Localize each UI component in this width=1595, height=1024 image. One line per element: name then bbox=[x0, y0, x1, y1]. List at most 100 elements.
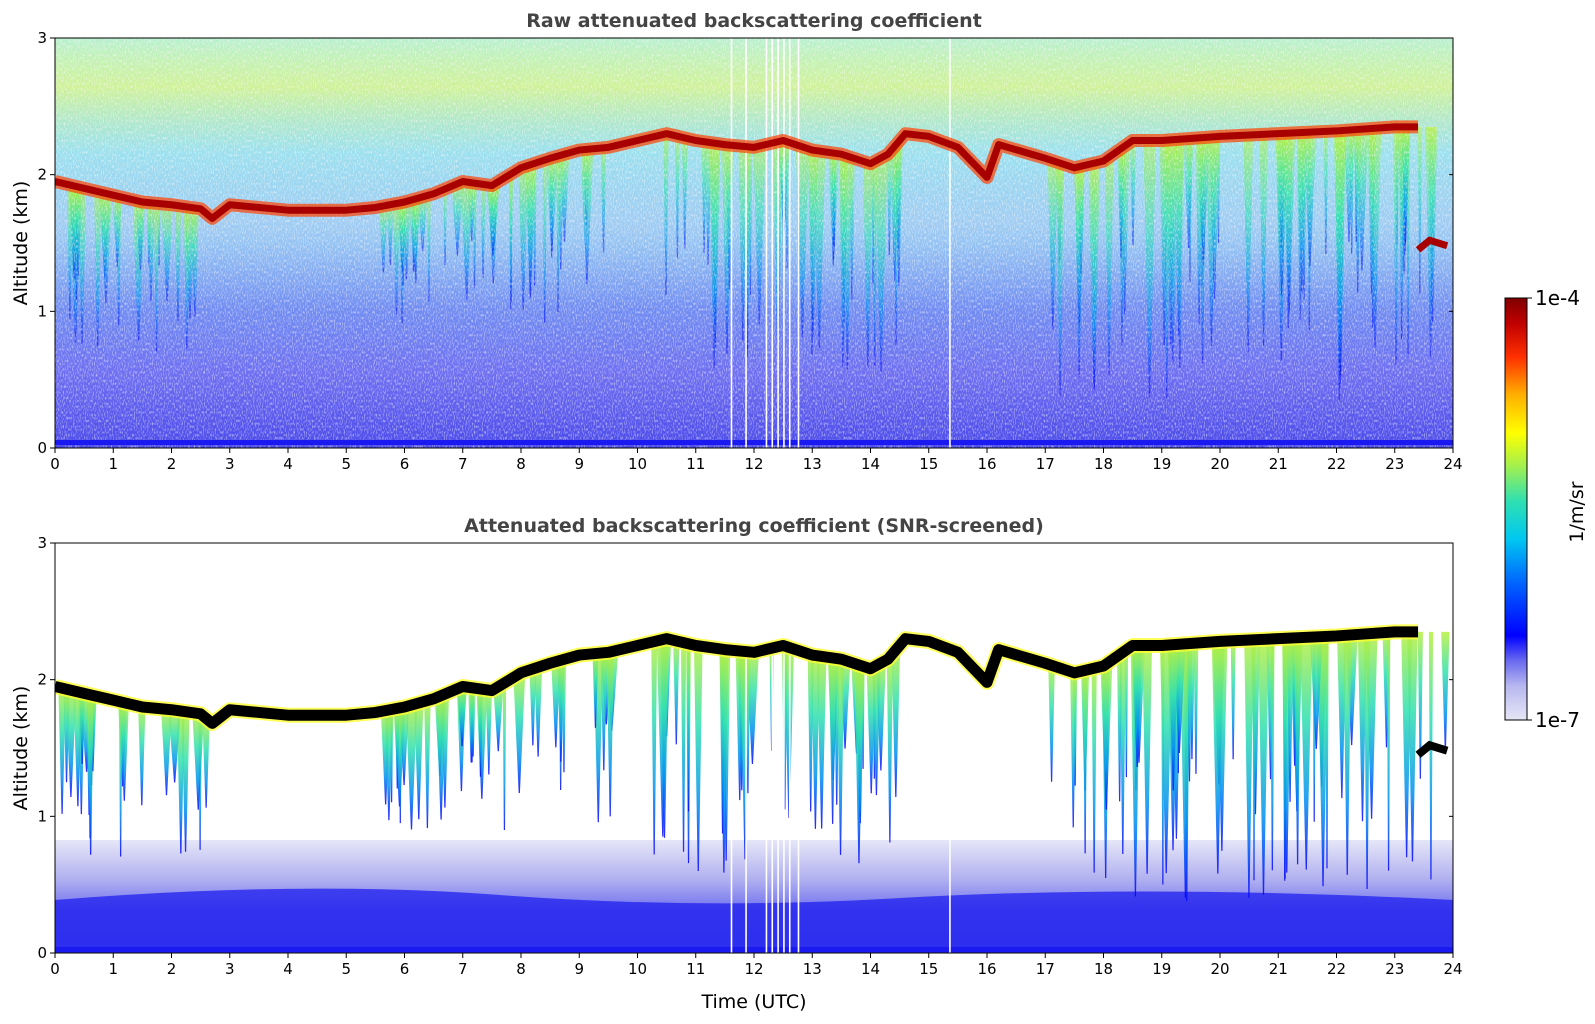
x-tick-label: 24 bbox=[1443, 455, 1462, 473]
screened-virga-group bbox=[58, 631, 1450, 902]
x-tick-label: 4 bbox=[283, 960, 293, 978]
colorbar-label: 1/m/sr bbox=[1566, 481, 1588, 542]
screened-dense-surface-signal bbox=[55, 888, 1453, 953]
x-tick-label: 16 bbox=[977, 960, 996, 978]
virga-streak bbox=[138, 706, 146, 806]
virga-streak bbox=[436, 695, 447, 820]
x-tick-label: 19 bbox=[1152, 455, 1171, 473]
x-tick-label: 3 bbox=[225, 960, 235, 978]
data-gap bbox=[783, 652, 785, 953]
virga-streak bbox=[405, 705, 418, 830]
panel-raw-title: Raw attenuated backscattering coefficien… bbox=[526, 10, 982, 32]
x-tick-label: 7 bbox=[458, 960, 468, 978]
virga-streak bbox=[1300, 637, 1313, 870]
x-tick-label: 16 bbox=[977, 455, 996, 473]
x-tick-label: 2 bbox=[167, 455, 177, 473]
virga-streak bbox=[1252, 639, 1256, 881]
y-tick-label: 2 bbox=[37, 166, 47, 184]
virga-streak bbox=[65, 690, 77, 797]
virga-streak bbox=[1216, 641, 1228, 851]
data-gap bbox=[788, 38, 791, 448]
virga-streak bbox=[192, 713, 205, 810]
x-tick-label: 1 bbox=[108, 960, 118, 978]
virga-streak bbox=[740, 651, 750, 860]
data-gap bbox=[771, 38, 774, 448]
virga-streak bbox=[395, 708, 400, 789]
virga-streak bbox=[389, 709, 394, 803]
x-tick-label: 17 bbox=[1036, 960, 1055, 978]
data-gap bbox=[765, 652, 768, 953]
data-gap bbox=[765, 38, 768, 448]
x-tick-label: 19 bbox=[1152, 960, 1171, 978]
panel-screened-x-axis: 0 1 2 3 4 5 6 7 8 9 10 11 12 13 14 15 16 17 18 19 20 21 22 23 24 bbox=[50, 953, 1463, 978]
panel-raw: Raw attenuated backscattering coefficien… bbox=[10, 10, 1463, 473]
virga-streak bbox=[1100, 664, 1113, 810]
virga-streak bbox=[810, 655, 820, 829]
x-tick-label: 12 bbox=[744, 960, 763, 978]
x-tick-label: 22 bbox=[1327, 455, 1346, 473]
panel-screened-heatmap bbox=[55, 543, 1453, 953]
data-gap bbox=[745, 652, 747, 953]
x-tick-label: 6 bbox=[400, 960, 410, 978]
colorbar: 1e-4 1e-7 1/m/sr bbox=[1504, 286, 1588, 732]
virga-streak bbox=[1343, 635, 1352, 875]
panel-screened-ylabel: Altitude (km) bbox=[10, 686, 32, 811]
virga-streak bbox=[1048, 665, 1055, 782]
raw-cloud-low-segment bbox=[1415, 236, 1449, 253]
colorbar-gradient bbox=[1504, 297, 1528, 721]
y-tick-label: 2 bbox=[37, 671, 47, 689]
virga-streak bbox=[686, 643, 690, 812]
virga-streak bbox=[58, 688, 66, 814]
virga-streak bbox=[424, 700, 431, 829]
x-tick-label: 3 bbox=[225, 455, 235, 473]
virga-streak bbox=[470, 687, 475, 763]
virga-streak bbox=[1417, 631, 1423, 779]
data-gap bbox=[777, 652, 779, 953]
x-tick-label: 23 bbox=[1385, 960, 1404, 978]
virga-streak bbox=[1168, 644, 1178, 791]
panel-screened-y-axis: 0 1 2 3 bbox=[37, 534, 1453, 962]
virga-streak bbox=[1294, 637, 1301, 865]
x-tick-label: 20 bbox=[1210, 455, 1229, 473]
virga-streak bbox=[1091, 668, 1097, 873]
virga-streak bbox=[1309, 636, 1323, 749]
x-tick-label: 0 bbox=[50, 455, 60, 473]
x-tick-label: 18 bbox=[1094, 455, 1113, 473]
virga-streak bbox=[1117, 654, 1123, 802]
virga-streak bbox=[478, 688, 483, 777]
virga-streak bbox=[886, 656, 893, 843]
y-tick-label: 3 bbox=[37, 534, 47, 552]
x-tick-label: 21 bbox=[1269, 960, 1288, 978]
x-tick-label: 13 bbox=[803, 960, 822, 978]
raw-data-gaps bbox=[730, 38, 951, 448]
raw-surface-band bbox=[55, 440, 1453, 445]
x-tick-label: 14 bbox=[861, 455, 880, 473]
x-tick-label: 5 bbox=[341, 455, 351, 473]
x-tick-label: 11 bbox=[686, 960, 705, 978]
virga-streak bbox=[1286, 638, 1294, 802]
virga-streak bbox=[693, 645, 703, 871]
virga-streak bbox=[529, 668, 537, 746]
virga-streak bbox=[606, 651, 614, 817]
panel-raw-ylabel: Altitude (km) bbox=[10, 181, 32, 306]
screened-data-gaps bbox=[730, 652, 951, 953]
virga-streak bbox=[1270, 638, 1275, 871]
virga-streak bbox=[79, 692, 85, 764]
virga-streak bbox=[1282, 638, 1288, 879]
colorbar-min-label: 1e-7 bbox=[1535, 708, 1580, 732]
virga-streak bbox=[1161, 645, 1165, 885]
virga-streak bbox=[1363, 633, 1371, 889]
virga-streak bbox=[651, 641, 658, 855]
data-gap bbox=[730, 652, 733, 953]
panel-raw-y-axis: 0 1 2 3 bbox=[37, 29, 1453, 457]
y-tick-label: 0 bbox=[37, 439, 47, 457]
virga-streak bbox=[1142, 645, 1152, 874]
virga-streak bbox=[1230, 640, 1236, 760]
data-gap bbox=[771, 652, 774, 953]
virga-streak bbox=[398, 707, 402, 824]
virga-streak bbox=[1441, 631, 1450, 751]
virga-streak bbox=[513, 673, 526, 794]
virga-streak bbox=[493, 686, 504, 752]
x-tick-label: 10 bbox=[628, 455, 647, 473]
